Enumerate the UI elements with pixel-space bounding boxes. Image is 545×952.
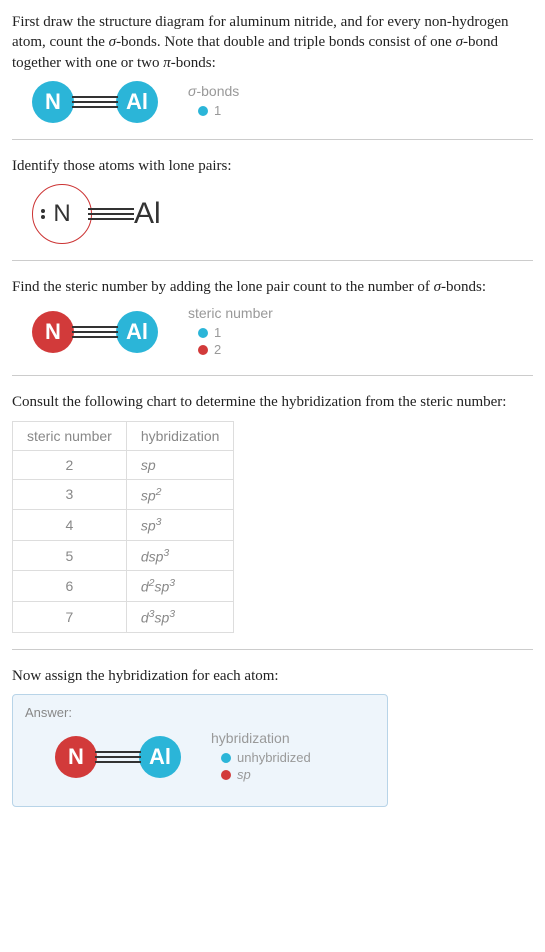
- legend-steric-item-2-label: 2: [214, 342, 221, 357]
- divider-2: [12, 260, 533, 261]
- legend-sigma: σ-bonds 1: [188, 83, 239, 120]
- steric-sigma: σ: [434, 279, 441, 295]
- legend-dot-red-2: [221, 770, 231, 780]
- legend-sigma-item-1-label: 1: [214, 103, 221, 118]
- cell-h: sp2: [126, 479, 234, 510]
- cell-n: 3: [13, 479, 127, 510]
- diagram-lonepair: N Al: [32, 184, 533, 244]
- intro-text-b: -bonds. Note that double and triple bond…: [116, 34, 456, 50]
- cell-n: 5: [13, 540, 127, 571]
- hybridization-table: steric number hybridization 2sp 3sp2 4sp…: [12, 421, 234, 633]
- triple-bond-4: [95, 748, 141, 766]
- cell-h: dsp3: [126, 540, 234, 571]
- hyb-base: sp: [141, 457, 156, 473]
- hyb-sup: 3: [156, 516, 162, 528]
- legend-sigma-title: σ-bonds: [188, 83, 239, 99]
- legend-dot-cyan-1: [198, 106, 208, 116]
- steric-text-b: -bonds:: [441, 279, 486, 295]
- steric-paragraph: Find the steric number by adding the lon…: [12, 277, 533, 297]
- hyb-base: d: [141, 579, 149, 595]
- chart-paragraph: Consult the following chart to determine…: [12, 392, 533, 412]
- cell-h: sp3: [126, 510, 234, 541]
- legend-dot-cyan-3: [221, 753, 231, 763]
- molecule-2: N Al: [32, 311, 158, 353]
- atom-n-3: N: [55, 736, 97, 778]
- cell-h: d3sp3: [126, 602, 234, 633]
- intro-text-d: -bonds:: [171, 55, 216, 71]
- cell-n: 2: [13, 450, 127, 479]
- divider-1: [12, 139, 533, 140]
- cell-n: 6: [13, 571, 127, 602]
- lonepair-paragraph: Identify those atoms with lone pairs:: [12, 156, 533, 176]
- hyb-sup: 3: [163, 547, 169, 559]
- atom-n-1: N: [32, 81, 74, 123]
- table-header-hyb: hybridization: [126, 421, 234, 450]
- table-row: 5dsp3: [13, 540, 234, 571]
- legend-sigma-suffix: -bonds: [196, 83, 239, 99]
- sigma-2: σ: [456, 34, 463, 50]
- legend-steric-title: steric number: [188, 305, 273, 321]
- triple-bond-1: [72, 93, 118, 111]
- hyb-base: dsp: [141, 548, 164, 564]
- table-header-row: steric number hybridization: [13, 421, 234, 450]
- legend-dot-red-1: [198, 345, 208, 355]
- legend-answer-item-2-label: sp: [237, 767, 251, 782]
- intro-paragraph: First draw the structure diagram for alu…: [12, 12, 533, 73]
- legend-answer: hybridization unhybridized sp: [211, 730, 311, 784]
- steric-text-a: Find the steric number by adding the lon…: [12, 279, 434, 295]
- hyb-sup: 2: [156, 486, 162, 498]
- legend-steric-item-2: 2: [198, 342, 273, 357]
- atom-n-2: N: [32, 311, 74, 353]
- hyb-base2: sp: [154, 579, 169, 595]
- divider-3: [12, 375, 533, 376]
- table-row: 4sp3: [13, 510, 234, 541]
- sigma-1: σ: [109, 34, 116, 50]
- answer-label: Answer:: [25, 705, 375, 720]
- diagram-answer: N Al hybridization unhybridized sp: [55, 730, 375, 784]
- triple-bond-3: [72, 323, 118, 341]
- diagram-steric: N Al steric number 1 2: [32, 305, 533, 359]
- pi-symbol: π: [163, 55, 171, 71]
- legend-steric: steric number 1 2: [188, 305, 273, 359]
- legend-answer-item-2: sp: [221, 767, 311, 782]
- atom-al-1: Al: [116, 81, 158, 123]
- lonepair-al-label: Al: [134, 197, 161, 231]
- cell-h: sp: [126, 450, 234, 479]
- hyb-base: d: [141, 610, 149, 626]
- hyb-base2: sp: [154, 610, 169, 626]
- legend-answer-item-1-label: unhybridized: [237, 750, 311, 765]
- molecule-3: N Al: [55, 736, 181, 778]
- legend-steric-item-1-label: 1: [214, 325, 221, 340]
- table-row: 6d2sp3: [13, 571, 234, 602]
- triple-bond-2: [88, 205, 134, 223]
- table-header-steric: steric number: [13, 421, 127, 450]
- legend-answer-title: hybridization: [211, 730, 311, 746]
- legend-answer-item-1: unhybridized: [221, 750, 311, 765]
- legend-sigma-item-1: 1: [198, 103, 239, 118]
- atom-al-3: Al: [139, 736, 181, 778]
- cell-h: d2sp3: [126, 571, 234, 602]
- cell-n: 4: [13, 510, 127, 541]
- atom-al-2: Al: [116, 311, 158, 353]
- assign-paragraph: Now assign the hybridization for each at…: [12, 666, 533, 686]
- divider-4: [12, 649, 533, 650]
- answer-box: Answer: N Al hybridization unhybridized …: [12, 694, 388, 807]
- cell-n: 7: [13, 602, 127, 633]
- hyb-base: sp: [141, 518, 156, 534]
- molecule-1: N Al: [32, 81, 158, 123]
- diagram-sigma-bonds: N Al σ-bonds 1: [32, 81, 533, 123]
- hyb-sup2: 3: [169, 577, 175, 589]
- legend-steric-item-1: 1: [198, 325, 273, 340]
- table-row: 3sp2: [13, 479, 234, 510]
- legend-dot-cyan-2: [198, 328, 208, 338]
- lone-pair-dots: [41, 208, 45, 220]
- lonepair-n-label: N: [53, 200, 70, 228]
- hyb-base: sp: [141, 487, 156, 503]
- table-row: 2 sp: [13, 450, 234, 479]
- hyb-sup2: 3: [169, 608, 175, 620]
- lonepair-n-circle: N: [32, 184, 92, 244]
- table-row: 7d3sp3: [13, 602, 234, 633]
